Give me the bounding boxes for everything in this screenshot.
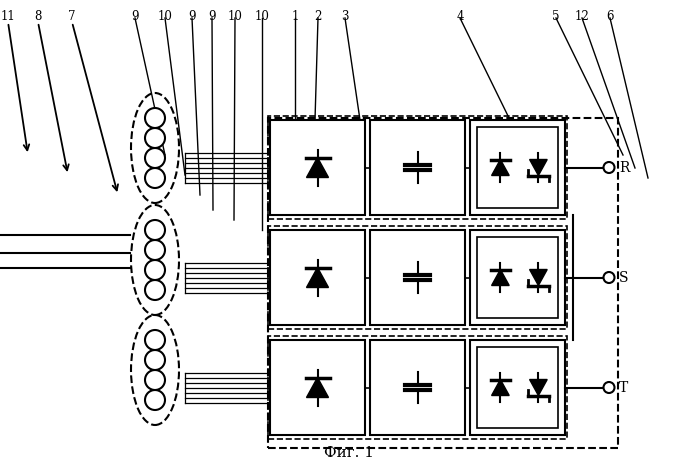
Bar bbox=[477, 127, 558, 208]
Circle shape bbox=[145, 390, 165, 410]
Text: 9: 9 bbox=[131, 10, 138, 23]
Text: 7: 7 bbox=[69, 10, 75, 23]
Polygon shape bbox=[530, 269, 547, 285]
Polygon shape bbox=[530, 380, 547, 396]
Circle shape bbox=[145, 260, 165, 280]
Bar bbox=[470, 340, 565, 435]
Text: 6: 6 bbox=[606, 10, 614, 23]
Bar bbox=[270, 230, 365, 325]
Circle shape bbox=[145, 148, 165, 168]
Text: 9: 9 bbox=[208, 10, 216, 23]
Circle shape bbox=[603, 162, 614, 173]
Text: 10: 10 bbox=[157, 10, 173, 23]
Bar bbox=[268, 336, 567, 439]
Polygon shape bbox=[530, 160, 547, 176]
Bar bbox=[477, 347, 558, 428]
Text: 3: 3 bbox=[341, 10, 349, 23]
Bar bbox=[270, 120, 365, 215]
Bar bbox=[268, 118, 618, 448]
Bar bbox=[370, 120, 465, 215]
Polygon shape bbox=[306, 377, 329, 398]
Text: R: R bbox=[619, 161, 629, 174]
Bar bbox=[370, 230, 465, 325]
Polygon shape bbox=[491, 160, 509, 176]
Text: Фиг. 1: Фиг. 1 bbox=[324, 446, 375, 460]
Polygon shape bbox=[491, 380, 509, 396]
Text: 11: 11 bbox=[1, 10, 15, 23]
Circle shape bbox=[145, 168, 165, 188]
Text: S: S bbox=[619, 270, 628, 284]
Circle shape bbox=[603, 382, 614, 393]
Text: 1: 1 bbox=[291, 10, 298, 23]
Circle shape bbox=[145, 108, 165, 128]
Bar bbox=[470, 120, 565, 215]
Text: 9: 9 bbox=[188, 10, 196, 23]
Bar bbox=[268, 226, 567, 329]
Circle shape bbox=[145, 370, 165, 390]
Polygon shape bbox=[306, 157, 329, 178]
Text: 8: 8 bbox=[34, 10, 42, 23]
Bar bbox=[470, 230, 565, 325]
Bar bbox=[477, 237, 558, 318]
Text: T: T bbox=[619, 381, 628, 395]
Text: 10: 10 bbox=[228, 10, 243, 23]
Text: 10: 10 bbox=[254, 10, 269, 23]
Text: 5: 5 bbox=[552, 10, 560, 23]
Bar bbox=[370, 340, 465, 435]
Polygon shape bbox=[491, 269, 509, 285]
Circle shape bbox=[603, 272, 614, 283]
Text: 12: 12 bbox=[575, 10, 589, 23]
Circle shape bbox=[145, 330, 165, 350]
Polygon shape bbox=[306, 268, 329, 287]
Circle shape bbox=[145, 220, 165, 240]
Bar bbox=[268, 116, 567, 219]
Text: 2: 2 bbox=[315, 10, 322, 23]
Text: 4: 4 bbox=[456, 10, 463, 23]
Bar bbox=[270, 340, 365, 435]
Circle shape bbox=[145, 240, 165, 260]
Circle shape bbox=[145, 128, 165, 148]
Circle shape bbox=[145, 280, 165, 300]
Circle shape bbox=[145, 350, 165, 370]
